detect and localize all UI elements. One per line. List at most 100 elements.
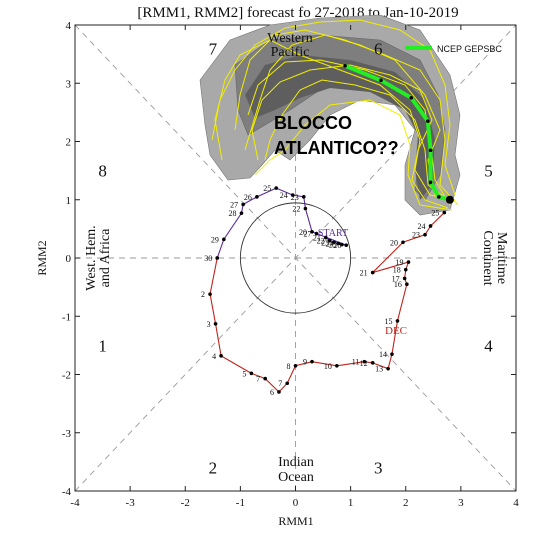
ensemble-mean-path xyxy=(344,63,451,202)
ensemble-mean-point xyxy=(379,78,383,83)
ensemble-mean-point xyxy=(409,96,414,100)
y-tick-label: 3 xyxy=(66,78,72,90)
ensemble-mean-point xyxy=(343,63,347,68)
trajectory-point xyxy=(442,210,447,215)
trajectory-point xyxy=(263,376,267,381)
trajectory-point xyxy=(215,256,220,260)
trajectory-point xyxy=(314,231,319,236)
trajectory-point-label: 14 xyxy=(379,350,387,359)
trajectory-point-label: 26 xyxy=(333,241,341,250)
y-axis-label: RMM2 xyxy=(35,240,49,275)
trajectory-point xyxy=(277,390,281,394)
trajectory-point-label: 25 xyxy=(431,209,439,218)
member-line xyxy=(254,99,453,211)
trajectory-point xyxy=(219,354,223,358)
trajectory-point xyxy=(402,276,407,281)
trajectory-point xyxy=(249,371,254,376)
member-line xyxy=(214,39,456,201)
trajectory-point xyxy=(405,282,409,287)
trajectory-point xyxy=(403,267,408,272)
x-axis-label: RMM1 xyxy=(278,514,313,528)
y-tick-label: -4 xyxy=(62,486,72,498)
trajectory-point-label: 26 xyxy=(244,193,252,202)
y-tick-label: 2 xyxy=(66,137,72,149)
x-tick-label: 1 xyxy=(348,497,354,509)
trajectory-point-label: 7 xyxy=(256,375,260,384)
trajectory-point xyxy=(239,211,244,215)
trajectory-point xyxy=(303,206,308,211)
trajectory-point-label: 15 xyxy=(384,317,392,326)
trajectory-point xyxy=(362,359,367,364)
trajectory-point-label: 27 xyxy=(303,230,311,239)
trajectory-point-label: 24 xyxy=(325,239,333,248)
phase-label: 5 xyxy=(484,162,493,181)
y-tick-label: 1 xyxy=(66,195,72,207)
observed-trajectory: 2122232425262720222324252627282930234576… xyxy=(201,184,447,397)
trajectory-point-label: 11 xyxy=(352,358,360,367)
phase-label: 6 xyxy=(374,39,383,58)
member-line xyxy=(251,64,449,209)
trajectory-point xyxy=(241,202,245,207)
trajectory-point xyxy=(293,363,298,368)
trajectory-point-label: 12 xyxy=(360,359,368,368)
trajectory-point-label: 27 xyxy=(230,200,238,209)
region-label-maritime-2: Continent xyxy=(480,230,495,285)
trajectory-point-label: 24 xyxy=(280,191,288,200)
trajectory-point-label: 10 xyxy=(324,362,332,371)
trajectory-point xyxy=(285,381,290,386)
trajectory-point xyxy=(395,319,400,323)
trajectory-point xyxy=(428,224,433,228)
y-tick-label: -1 xyxy=(62,311,71,323)
trajectory-point xyxy=(423,232,427,237)
trajectory-point-label: 18 xyxy=(393,266,401,275)
overlay-annotation-line-1: BLOCCO xyxy=(274,113,352,133)
trajectory-point-label: 17 xyxy=(392,274,400,283)
trajectory-point-label: 21 xyxy=(360,269,368,278)
trajectory-point xyxy=(208,292,212,296)
legend-label: NCEP GEPSBC xyxy=(437,44,502,54)
x-tick-label: 2 xyxy=(403,497,409,509)
trajectory-point-label: 22 xyxy=(292,204,300,213)
guide-diagonal xyxy=(74,24,517,492)
member-line xyxy=(264,79,453,203)
overlay-annotation-line-2: ATLANTICO?? xyxy=(274,138,399,158)
trajectory-point-label: 16 xyxy=(394,280,402,289)
y-tick-label: 4 xyxy=(66,20,72,32)
ensemble-mean-point xyxy=(426,119,430,123)
trajectory-point xyxy=(340,242,344,247)
trajectory-point xyxy=(301,195,306,199)
region-label-westhem-2: and Africa xyxy=(98,228,113,287)
trajectory-point-label: 30 xyxy=(204,254,212,263)
trajectory-point xyxy=(327,238,332,243)
trajectory-point xyxy=(370,361,375,365)
trajectory-point-label: 20 xyxy=(390,238,398,247)
trajectory-point-label: 25 xyxy=(263,184,271,193)
trajectory-point xyxy=(406,260,411,264)
trajectory-point-label: 20 xyxy=(299,228,307,237)
region-label-indian-1: Indian xyxy=(278,455,314,470)
trajectory-point-label: 25 xyxy=(329,241,337,250)
trajectory-point xyxy=(274,186,279,190)
trajectory-point-label: 23 xyxy=(412,231,420,240)
trajectory-point-label: 22 xyxy=(317,237,325,246)
trajectory-point xyxy=(336,241,341,246)
region-label-maritime-1: Maritime xyxy=(494,232,509,284)
trajectory-point-label: 23 xyxy=(291,193,299,202)
y-tick-label: 0 xyxy=(66,253,72,265)
x-tick-label: -4 xyxy=(70,497,80,509)
forecast-start-dot xyxy=(445,195,454,204)
region-label-indian-2: Ocean xyxy=(278,470,314,485)
trajectory-point-label: 5 xyxy=(242,369,246,378)
trajectory-point-label: 3 xyxy=(207,320,211,329)
phase-label: 8 xyxy=(98,162,107,181)
x-tick-label: -2 xyxy=(181,497,190,509)
phase-label: 1 xyxy=(98,336,107,355)
x-tick-label: 3 xyxy=(458,497,464,509)
trajectory-point xyxy=(213,322,218,326)
trajectory-point-label: 6 xyxy=(270,388,274,397)
trajectory-point-label: 8 xyxy=(287,362,291,371)
y-tick-label: -3 xyxy=(62,428,72,440)
phase-label: 7 xyxy=(209,39,218,58)
